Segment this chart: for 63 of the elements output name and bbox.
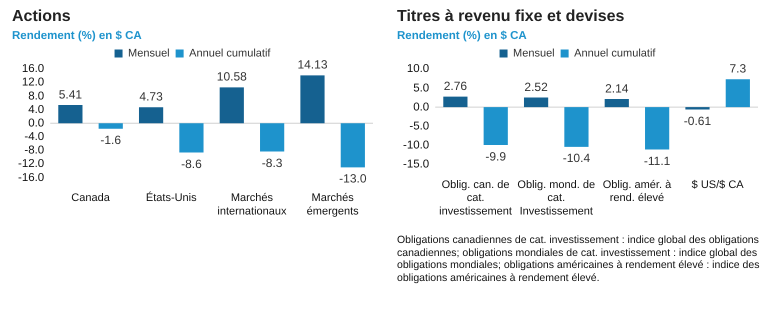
bar xyxy=(524,98,548,108)
x-tick-label: Marchés internationaux xyxy=(217,192,288,218)
data-label: -10.4 xyxy=(562,151,590,166)
chart-subtitle: Rendement (%) en $ CA xyxy=(397,30,528,42)
x-tick-label: Oblig. amér. à rend. élevé xyxy=(602,179,672,204)
bar xyxy=(220,87,244,124)
y-tick-label: 16.0 xyxy=(22,63,44,76)
data-label: -11.1 xyxy=(644,154,671,168)
chart-subtitle: Rendement (%) en $ CA xyxy=(12,30,143,42)
bar xyxy=(726,79,750,108)
data-label: 2.52 xyxy=(524,80,548,94)
bar xyxy=(564,107,589,147)
chart-title: Actions xyxy=(12,8,72,26)
y-tick-label: -10.0 xyxy=(402,139,430,152)
text: Obligations canadiennes de cat. investissement : indice global des obligations canadiennes; obligations mondiales de cat. investissement : indice global des obligations mondiales; obligations américaines à rendement élevé : indice des obligations américaines à rendement élevé. xyxy=(397,234,760,284)
bar xyxy=(484,107,508,145)
legend-label: Annuel cumulatif xyxy=(574,48,656,60)
bar xyxy=(98,123,123,129)
bar xyxy=(179,123,204,152)
y-tick-label: 5.0 xyxy=(413,82,430,94)
x-tick-label: Canada xyxy=(71,192,111,204)
y-tick-label: -5.0 xyxy=(409,120,430,132)
bar xyxy=(58,104,82,124)
data-label: -8.3 xyxy=(262,156,283,170)
data-label: -1.6 xyxy=(100,133,122,148)
data-label: 4.73 xyxy=(139,90,164,104)
data-label: 10.58 xyxy=(216,70,248,84)
x-tick-label: Marchés émergents xyxy=(306,192,360,218)
x-tick-label: Oblig. mond. de cat. Investissement xyxy=(517,179,596,218)
data-label: 14.13 xyxy=(297,58,328,72)
bar xyxy=(138,107,164,124)
data-label: 2.76 xyxy=(444,78,468,93)
legend-label: Annuel cumulatif xyxy=(189,48,272,60)
chart-title: Titres à revenu fixe et devises xyxy=(397,8,626,26)
data-label: -9.9 xyxy=(485,149,506,164)
x-tick-label: Oblig. can. de cat. investissement xyxy=(439,179,512,218)
y-tick-label: -8.0 xyxy=(24,144,44,157)
data-label: -8.6 xyxy=(181,156,202,171)
x-tick-label: $ US/$ CA xyxy=(692,179,744,192)
y-tick-label: 10.0 xyxy=(406,63,430,76)
y-tick-label: -16.0 xyxy=(18,172,44,184)
y-tick-label: 4.0 xyxy=(28,104,44,116)
y-tick-label: -12.0 xyxy=(18,158,44,170)
data-label: -0.61 xyxy=(684,114,712,128)
bar xyxy=(604,98,629,108)
data-label: 5.41 xyxy=(58,87,82,102)
data-label: 7.3 xyxy=(729,62,746,76)
bar xyxy=(260,123,284,152)
y-tick-label: 0.0 xyxy=(28,117,44,130)
bar xyxy=(443,96,468,108)
data-label: -13.0 xyxy=(339,172,367,186)
y-tick-label: 8.0 xyxy=(28,90,44,102)
legend-label: Mensuel xyxy=(513,48,555,60)
data-label: 2.14 xyxy=(605,81,629,96)
bar xyxy=(300,75,325,124)
y-tick-label: 12.0 xyxy=(22,76,44,89)
y-tick-label: -15.0 xyxy=(402,158,430,171)
bar xyxy=(645,107,670,150)
x-tick-label: États-Unis xyxy=(146,191,198,204)
y-tick-label: -4.0 xyxy=(24,131,44,144)
bar xyxy=(340,123,365,168)
legend-label: Mensuel xyxy=(128,48,170,60)
y-tick-label: 0.0 xyxy=(413,101,430,114)
